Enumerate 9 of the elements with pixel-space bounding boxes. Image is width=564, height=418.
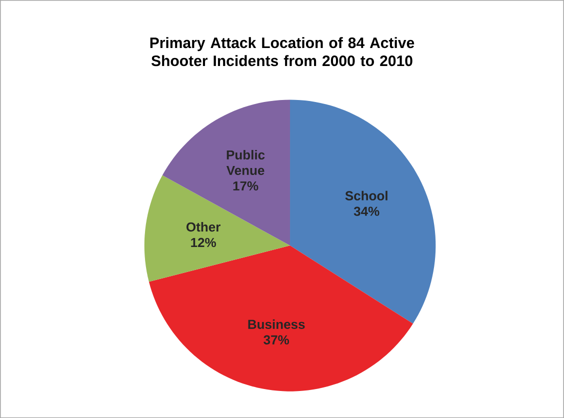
slice-label: Other bbox=[186, 222, 220, 232]
slice-label: Public Venue bbox=[226, 150, 265, 175]
data-label: 34% bbox=[354, 206, 380, 216]
chart-title: Primary Attack Location of 84 Active Shooter Incidents from 2000 to 2010 bbox=[150, 37, 414, 66]
data-label: 17% bbox=[233, 181, 258, 190]
slice-label: School bbox=[345, 190, 388, 200]
data-label: 37% bbox=[264, 335, 290, 344]
slice-label: Business bbox=[248, 319, 305, 329]
data-label: 12% bbox=[191, 238, 216, 247]
